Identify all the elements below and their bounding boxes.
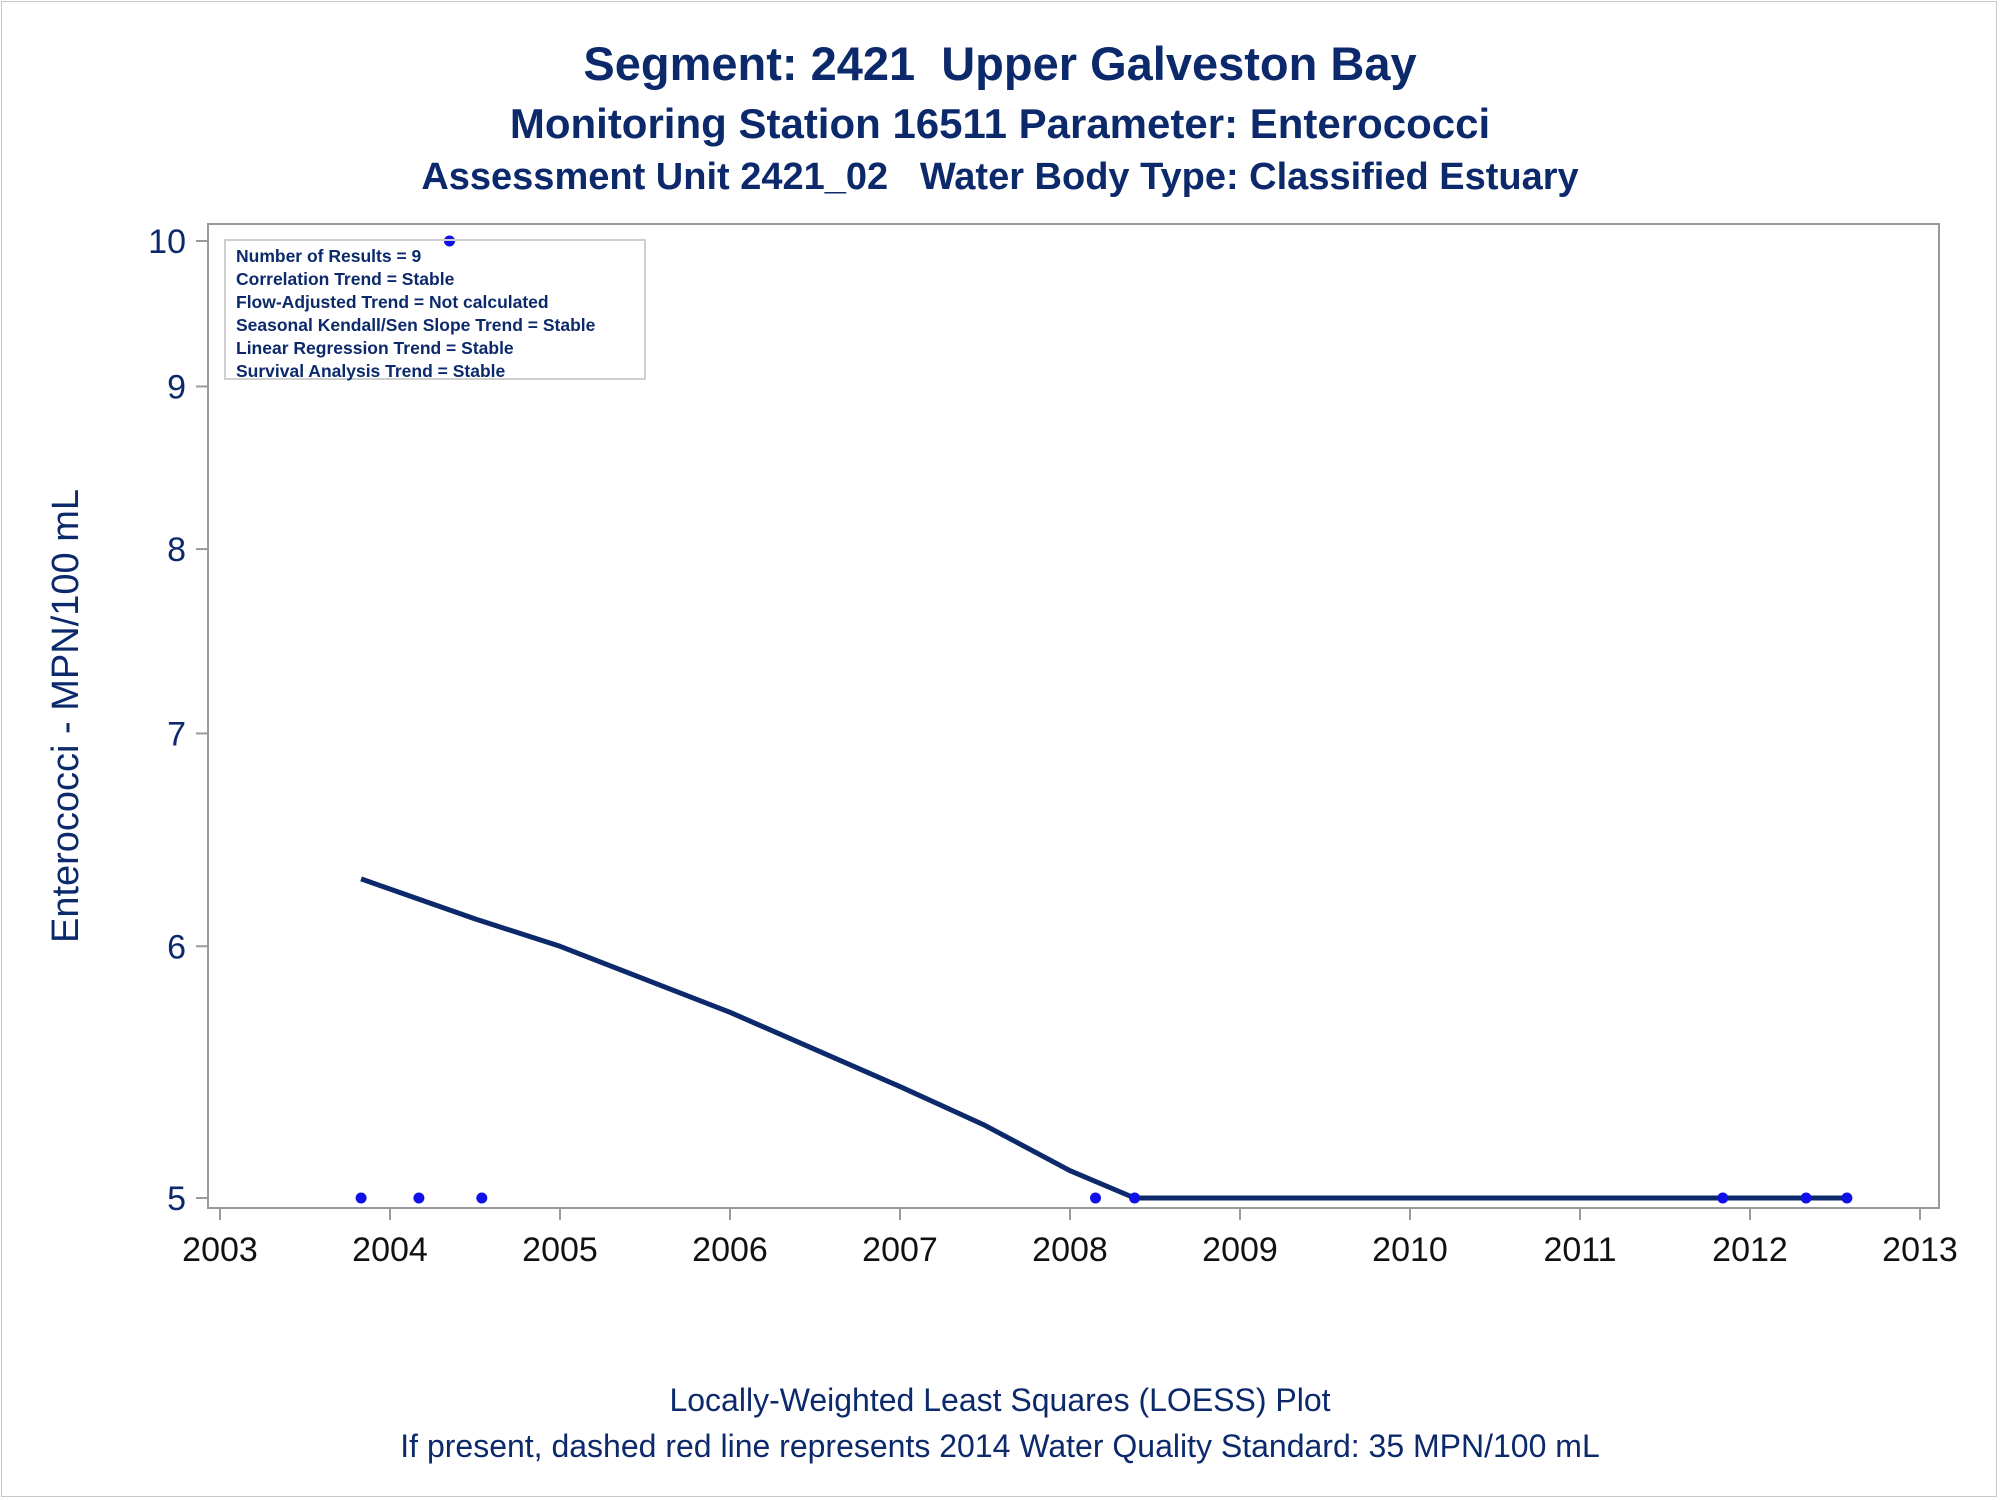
data-point [444, 235, 455, 247]
y-tick-label: 9 [167, 368, 186, 406]
y-tick-label: 6 [167, 928, 186, 966]
chart-subtitle-2: Assessment Unit 2421_02 Water Body Type:… [421, 156, 1579, 198]
y-tick-label: 8 [167, 531, 186, 569]
stat-correlation-trend: Correlation Trend = Stable [236, 269, 455, 289]
footnote-loess: Locally-Weighted Least Squares (LOESS) P… [669, 1382, 1331, 1418]
plot-frame [207, 223, 1940, 1209]
stat-survival-analysis-trend: Survival Analysis Trend = Stable [236, 361, 506, 381]
x-tick-label: 2003 [182, 1231, 258, 1269]
data-point [1090, 1192, 1101, 1204]
stat-number-of-results: Number of Results = 9 [236, 246, 422, 266]
data-point [355, 1192, 367, 1204]
x-tick-label: 2012 [1712, 1231, 1788, 1269]
x-tick-label: 2004 [352, 1231, 428, 1269]
y-tick-label: 7 [167, 715, 186, 753]
y-axis-label: Enterococci - MPN/100 mL [45, 489, 87, 943]
x-tick-label: 2006 [692, 1231, 768, 1269]
y-tick-label: 5 [167, 1180, 186, 1218]
x-tick-label: 2005 [522, 1231, 598, 1269]
x-tick-label: 2008 [1032, 1231, 1108, 1269]
stat-linear-regression-trend: Linear Regression Trend = Stable [236, 338, 514, 358]
x-tick-label: 2011 [1543, 1231, 1616, 1269]
loess-line [360, 876, 1847, 1201]
x-tick-label: 2009 [1202, 1231, 1278, 1269]
y-tick-label: 10 [148, 223, 186, 261]
data-point [1800, 1192, 1812, 1204]
stat-flow-adjusted-trend: Flow-Adjusted Trend = Not calculated [236, 292, 549, 312]
data-point [1841, 1192, 1853, 1204]
chart-title: Segment: 2421 Upper Galveston Bay [583, 37, 1417, 90]
data-point [1717, 1192, 1729, 1204]
footnote-standard: If present, dashed red line represents 2… [400, 1428, 1600, 1464]
chart-subtitle: Monitoring Station 16511 Parameter: Ente… [509, 100, 1491, 147]
data-point [1129, 1192, 1141, 1204]
stats-box: Number of Results = 9 Correlation Trend … [224, 239, 646, 381]
data-point [413, 1192, 425, 1204]
x-tick-label: 2007 [862, 1231, 938, 1269]
data-point [476, 1192, 488, 1204]
stat-seasonal-kendall-trend: Seasonal Kendall/Sen Slope Trend = Stabl… [236, 315, 596, 335]
x-tick-label: 2010 [1372, 1231, 1448, 1269]
x-tick-label: 2013 [1882, 1231, 1958, 1269]
